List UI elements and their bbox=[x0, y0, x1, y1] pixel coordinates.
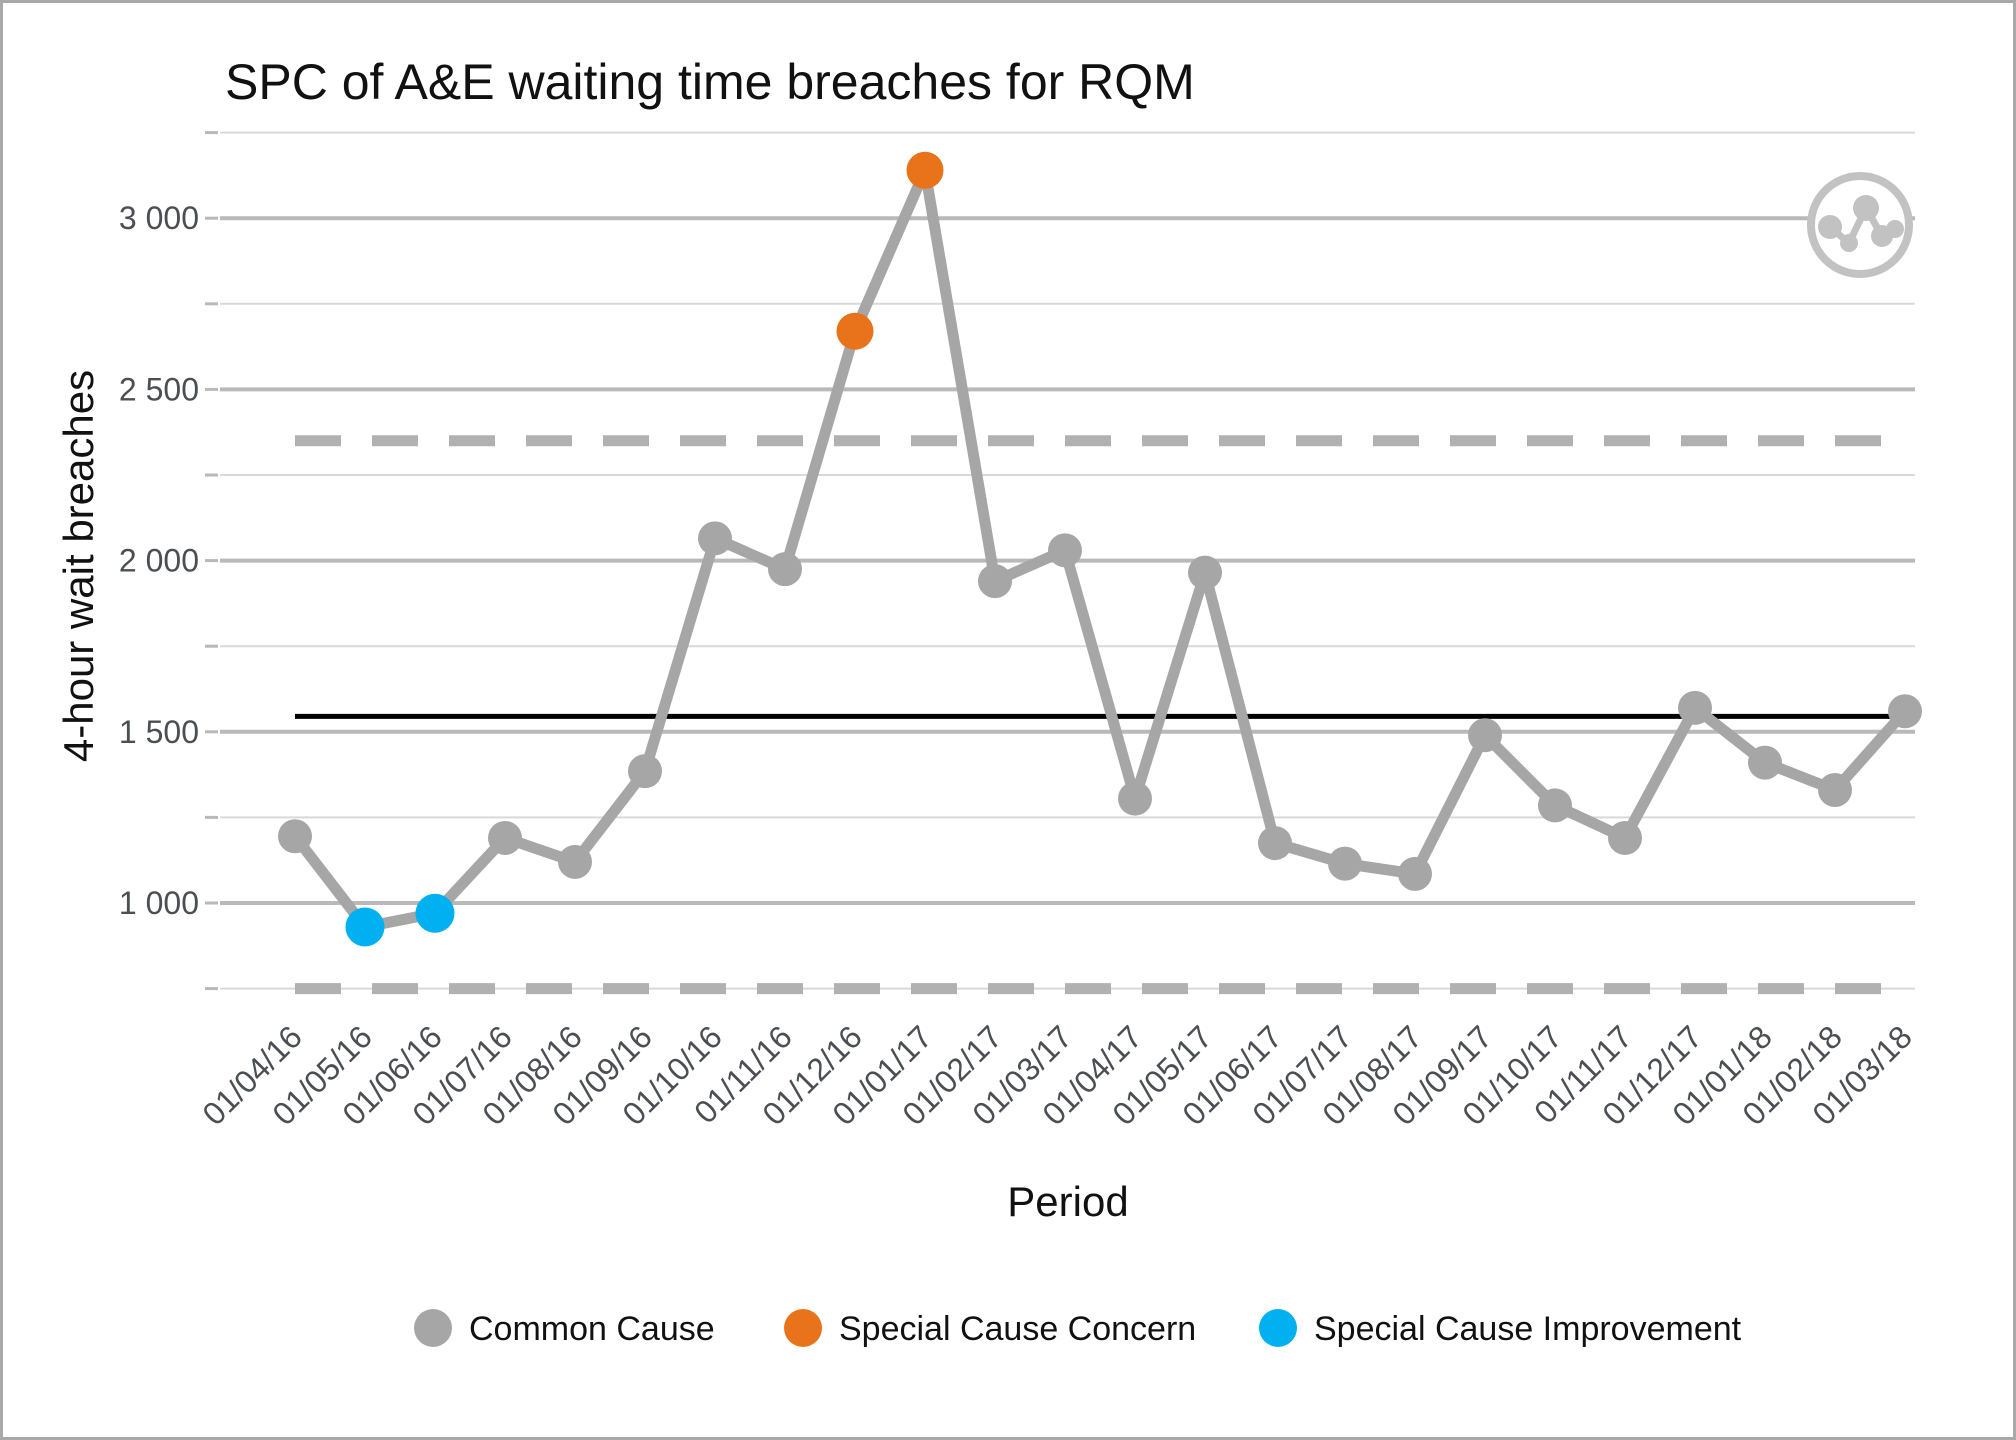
legend-label-improvement: Special Cause Improvement bbox=[1314, 1310, 1742, 1348]
data-point-common bbox=[1258, 826, 1292, 861]
data-point-common bbox=[1888, 694, 1922, 729]
data-point-common bbox=[278, 819, 312, 854]
legend-item-common: Common Cause bbox=[414, 1309, 715, 1348]
y-tick-label: 1 500 bbox=[119, 714, 199, 750]
data-point-common bbox=[1678, 690, 1712, 725]
data-point-common bbox=[628, 754, 662, 789]
data-point-common bbox=[978, 564, 1012, 599]
data-point-concern bbox=[836, 312, 874, 350]
series-line bbox=[289, 164, 1911, 933]
data-point-common bbox=[1328, 846, 1362, 881]
legend-label-common: Common Cause bbox=[469, 1310, 715, 1348]
spc-chart: 1 000 1 500 2 000 2 500 3 000 01/04/1601/05/… bbox=[55, 54, 1922, 1348]
data-point-common bbox=[698, 521, 732, 556]
x-axis-title: Period bbox=[1007, 1178, 1128, 1225]
run-chart-icon bbox=[1807, 172, 1913, 278]
data-point-common bbox=[1398, 856, 1432, 891]
data-point-improvement bbox=[345, 907, 385, 947]
y-tick-label: 3 000 bbox=[119, 200, 199, 236]
legend-dot-concern bbox=[784, 1309, 822, 1347]
data-point-common bbox=[1748, 745, 1782, 780]
data-point-concern bbox=[906, 151, 944, 189]
y-axis-ticks: 1 000 1 500 2 000 2 500 3 000 bbox=[119, 131, 218, 991]
y-axis-title: 4-hour wait breaches bbox=[55, 370, 102, 762]
legend-item-improvement: Special Cause Improvement bbox=[1259, 1309, 1742, 1348]
legend-dot-improvement bbox=[1259, 1309, 1297, 1347]
chart-legend: Common Cause Special Cause Concern Special… bbox=[414, 1309, 1742, 1348]
legend-label-concern: Special Cause Concern bbox=[839, 1310, 1196, 1348]
y-tick-label: 2 000 bbox=[119, 543, 199, 579]
legend-dot-common bbox=[414, 1309, 452, 1347]
data-point-common bbox=[558, 844, 592, 879]
legend-item-concern: Special Cause Concern bbox=[784, 1309, 1196, 1348]
data-point-common bbox=[1468, 718, 1502, 753]
y-tick-label: 1 000 bbox=[119, 885, 199, 921]
x-axis-tick-labels: 01/04/1601/05/1601/06/1601/07/1601/08/16… bbox=[195, 1018, 1919, 1132]
control-limit-lines bbox=[295, 435, 1905, 995]
data-point-common bbox=[1048, 533, 1082, 568]
data-series bbox=[278, 151, 1922, 947]
data-point-common bbox=[1608, 820, 1642, 855]
data-point-improvement bbox=[415, 893, 455, 933]
y-tick-label: 2 500 bbox=[119, 371, 199, 407]
data-point-common bbox=[1818, 773, 1852, 808]
chart-title: SPC of A&E waiting time breaches for RQM bbox=[225, 54, 1195, 110]
data-point-common bbox=[488, 820, 522, 855]
data-point-common bbox=[1118, 781, 1152, 816]
data-point-common bbox=[768, 552, 802, 587]
data-point-common bbox=[1188, 555, 1222, 590]
data-point-common bbox=[1538, 788, 1572, 823]
